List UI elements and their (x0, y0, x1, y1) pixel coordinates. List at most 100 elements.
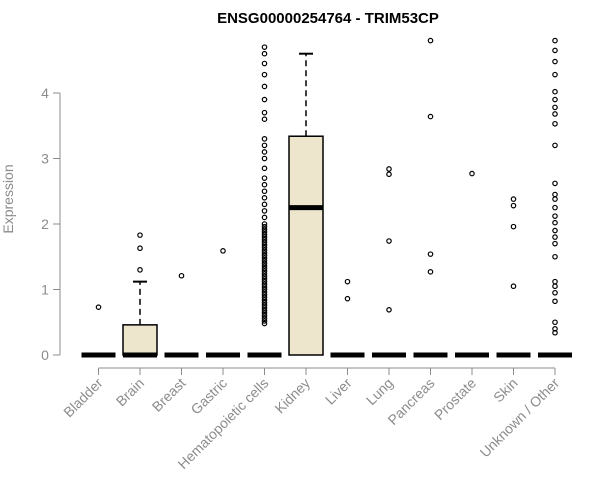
outlier-point (261, 50, 268, 57)
y-tick-label: 2 (41, 216, 49, 232)
outlier-point (261, 257, 268, 264)
outlier-point (261, 226, 268, 233)
outlier-point (261, 223, 268, 230)
outlier-point (261, 268, 268, 274)
outlier-point (386, 166, 392, 172)
outlier-point (261, 260, 268, 267)
outlier-point (427, 113, 434, 120)
x-tick-label: Kidney (272, 375, 314, 417)
outlier-point (261, 310, 268, 316)
outlier-point (427, 269, 434, 275)
outlier-point (261, 312, 268, 319)
outlier-point (261, 155, 268, 162)
outlier-point (261, 60, 268, 67)
x-tick-label: Lung (363, 375, 396, 408)
outlier-point (261, 276, 268, 282)
outlier-point (261, 299, 268, 306)
outlier-point (261, 165, 268, 172)
outlier-point (552, 196, 558, 202)
outlier-point (552, 142, 558, 149)
outlier-point (510, 223, 517, 230)
outlier-point (261, 294, 268, 301)
x-tick-label: Brain (113, 375, 147, 409)
outlier-point (552, 253, 558, 260)
outlier-point (261, 315, 268, 322)
outlier-point (261, 234, 268, 240)
outlier-point (552, 111, 558, 117)
outlier-point (261, 221, 268, 227)
outlier-point (552, 213, 558, 219)
outlier-point (137, 232, 143, 238)
outlier-point (427, 37, 434, 44)
x-tick-label: Breast (149, 375, 189, 415)
outlier-point (261, 239, 268, 246)
outlier-point (261, 318, 268, 324)
outlier-point (552, 71, 558, 78)
y-tick-label: 0 (41, 347, 49, 363)
outlier-point (261, 231, 268, 238)
outlier-point (386, 171, 392, 178)
outlier-point (261, 44, 268, 50)
outlier-point (261, 265, 268, 272)
outlier-point (261, 244, 268, 251)
outlier-point (261, 284, 268, 290)
x-tick-label: Prostate (431, 375, 479, 423)
outlier-point (469, 170, 475, 177)
outlier-point (95, 304, 102, 310)
outlier-point (261, 273, 268, 280)
outlier-point (261, 255, 268, 261)
outlier-point (552, 278, 558, 285)
outlier-point (552, 204, 558, 211)
outlier-point (261, 116, 268, 123)
outlier-point (137, 267, 143, 273)
outlier-point (552, 283, 558, 290)
x-tick-label: Bladder (60, 375, 106, 421)
outlier-point (220, 248, 226, 254)
outlier-point (261, 289, 268, 295)
outlier-point (552, 234, 558, 240)
outlier-point (552, 47, 558, 54)
box-iqr (122, 324, 158, 356)
outlier-point (261, 188, 268, 195)
outlier-point (261, 297, 268, 303)
outlier-point (261, 175, 268, 181)
outlier-point (261, 242, 268, 248)
outlier-point (510, 202, 517, 209)
outlier-point (552, 58, 558, 65)
outlier-point (261, 252, 268, 259)
outlier-point (261, 142, 268, 149)
outlier-point (552, 289, 558, 296)
outlier-point (261, 181, 268, 188)
x-tick-label: Liver (322, 375, 355, 408)
outlier-point (261, 320, 268, 327)
outlier-point (386, 307, 392, 313)
outlier-point (261, 83, 268, 90)
x-tick-label: Skin (490, 375, 521, 406)
outlier-point (552, 191, 558, 198)
outlier-point (552, 180, 558, 187)
outlier-point (552, 227, 558, 234)
y-tick-label: 3 (41, 151, 49, 167)
outlier-point (510, 283, 517, 290)
outlier-point (510, 196, 517, 202)
outlier-point (261, 229, 268, 235)
outlier-point (261, 270, 268, 277)
outlier-point (261, 302, 268, 309)
outlier-point (261, 305, 268, 311)
outlier-point (261, 247, 268, 254)
outlier-point (261, 149, 268, 155)
outlier-point (261, 136, 268, 142)
outlier-point (344, 295, 351, 302)
outlier-point (552, 104, 558, 111)
outlier-point (261, 250, 268, 256)
y-tick-label: 4 (41, 85, 49, 101)
outlier-point (552, 219, 558, 226)
outlier-point (552, 37, 558, 44)
outlier-point (261, 286, 268, 293)
outlier-point (261, 307, 268, 314)
outlier-point (261, 236, 268, 243)
outlier-point (552, 240, 558, 247)
outlier-point (344, 278, 351, 285)
